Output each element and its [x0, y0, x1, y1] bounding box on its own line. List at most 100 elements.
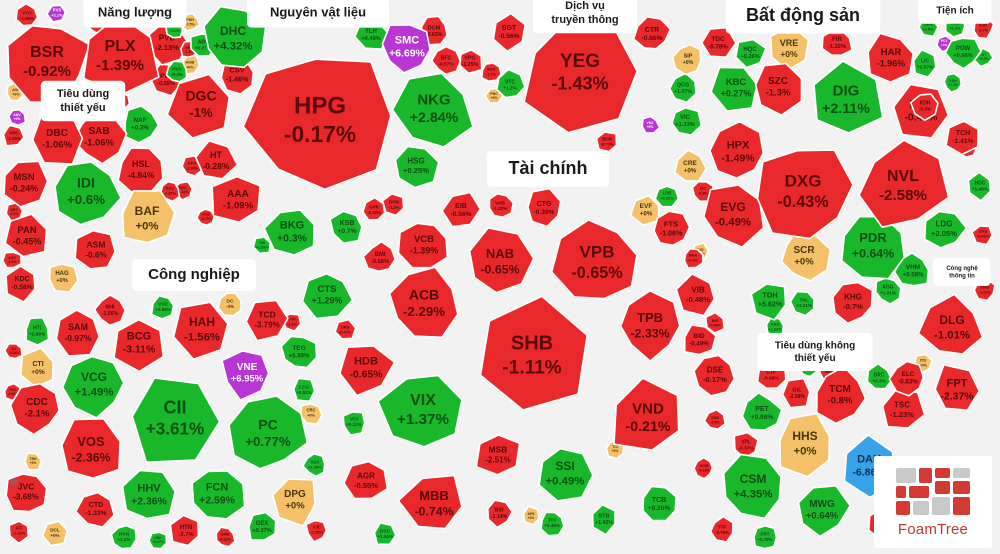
- stock-cell-shape[interactable]: [113, 318, 165, 373]
- stock-cell-shape[interactable]: [5, 265, 36, 303]
- stock-cell-shape[interactable]: [967, 171, 992, 202]
- stock-cell-shape[interactable]: [486, 499, 514, 529]
- stock-cell-shape[interactable]: [813, 60, 884, 134]
- stock-cell-shape[interactable]: [172, 301, 229, 361]
- stock-cell-shape[interactable]: [653, 210, 691, 247]
- stock-cell-shape[interactable]: [110, 524, 137, 550]
- stock-cell-shape[interactable]: [797, 484, 852, 538]
- stock-cell-shape[interactable]: [867, 32, 915, 83]
- stock-cell-shape[interactable]: [148, 531, 168, 550]
- stock-cell-shape[interactable]: [944, 37, 982, 70]
- stock-cell-shape[interactable]: [217, 292, 242, 317]
- stock-cell[interactable]: NHA-0.6%: [683, 247, 704, 269]
- stock-cell[interactable]: HTI+2.88%: [25, 316, 50, 346]
- stock-cell-shape[interactable]: [709, 515, 734, 543]
- stock-cell-shape[interactable]: [779, 412, 831, 478]
- stock-cell-shape[interactable]: [211, 175, 261, 223]
- stock-cell-shape[interactable]: [923, 210, 968, 249]
- stock-cell-shape[interactable]: [934, 363, 981, 412]
- stock-cell-shape[interactable]: [675, 273, 716, 317]
- stock-cell-shape[interactable]: [221, 350, 270, 401]
- stock-cell-shape[interactable]: [4, 213, 48, 258]
- stock-cell-shape[interactable]: [377, 374, 463, 448]
- stock-cell-shape[interactable]: [74, 491, 115, 528]
- stock-cell-shape[interactable]: [46, 4, 67, 23]
- stock-cell[interactable]: TCB+0.26%: [642, 485, 677, 522]
- stock-cell-shape[interactable]: [3, 160, 49, 208]
- stock-cell-shape[interactable]: [263, 209, 315, 256]
- stock-cell-shape[interactable]: [271, 478, 316, 527]
- stock-cell-shape[interactable]: [479, 295, 589, 411]
- stock-cell-shape[interactable]: [700, 26, 737, 59]
- stock-cell-shape[interactable]: [373, 522, 397, 546]
- stock-cell-shape[interactable]: [673, 149, 708, 182]
- stock-cell-shape[interactable]: [74, 229, 116, 270]
- stock-cell-shape[interactable]: [191, 470, 246, 520]
- stock-cell-shape[interactable]: [339, 345, 396, 397]
- stock-cell-shape[interactable]: [881, 389, 926, 429]
- stock-cell-shape[interactable]: [5, 473, 48, 513]
- stock-cell-shape[interactable]: [166, 73, 231, 139]
- stock-cell-shape[interactable]: [388, 266, 459, 339]
- stock-cell-shape[interactable]: [302, 452, 326, 478]
- stock-cell-shape[interactable]: [591, 503, 616, 536]
- stock-cell-shape[interactable]: [121, 190, 176, 244]
- stock-cell-shape[interactable]: [641, 115, 661, 134]
- stock-cell-shape[interactable]: [48, 263, 79, 293]
- stock-cell-shape[interactable]: [945, 120, 980, 156]
- stock-cell-shape[interactable]: [248, 511, 277, 541]
- stock-cell-shape[interactable]: [292, 377, 316, 403]
- stock-cell-shape[interactable]: [693, 354, 736, 397]
- stock-cell-shape[interactable]: [391, 72, 474, 148]
- stock-cell-shape[interactable]: [381, 192, 405, 217]
- stock-cell-shape[interactable]: [397, 222, 449, 269]
- stock-cell[interactable]: APS+0%: [522, 505, 540, 526]
- stock-cell-shape[interactable]: [704, 311, 726, 334]
- stock-cell-shape[interactable]: [169, 514, 200, 547]
- stock-cell-shape[interactable]: [15, 2, 39, 27]
- stock-cell-shape[interactable]: [683, 247, 704, 269]
- stock-cell-shape[interactable]: [8, 109, 27, 126]
- stock-cell[interactable]: CLL-0.19%: [3, 342, 24, 360]
- stock-cell-shape[interactable]: [93, 294, 127, 327]
- stock-cell-shape[interactable]: [60, 417, 121, 480]
- stock-cell-shape[interactable]: [131, 377, 221, 464]
- stock-cell-shape[interactable]: [280, 335, 318, 369]
- stock-cell-shape[interactable]: [25, 316, 50, 346]
- stock-cell[interactable]: FRT+0.79%: [753, 524, 778, 550]
- stock-cell-shape[interactable]: [756, 149, 854, 240]
- stock-cell-shape[interactable]: [632, 15, 672, 50]
- stock-cell-shape[interactable]: [475, 434, 521, 476]
- stock-cell-shape[interactable]: [781, 377, 811, 409]
- stock-cell-shape[interactable]: [693, 456, 714, 480]
- stock-cell-shape[interactable]: [671, 107, 703, 136]
- stock-cell-shape[interactable]: [619, 289, 681, 362]
- stock-cell-shape[interactable]: [642, 485, 677, 522]
- stock-cell-shape[interactable]: [683, 324, 717, 356]
- stock-cell-shape[interactable]: [343, 460, 389, 500]
- stock-cell-shape[interactable]: [753, 524, 778, 550]
- stock-cell-shape[interactable]: [342, 411, 366, 436]
- stock-cell-shape[interactable]: [527, 187, 562, 228]
- stock-cell-shape[interactable]: [540, 511, 565, 537]
- stock-cell-shape[interactable]: [909, 93, 939, 121]
- stock-cell[interactable]: ORK+0.27%: [148, 531, 168, 550]
- stock-cell-shape[interactable]: [613, 377, 680, 451]
- stock-cell-shape[interactable]: [61, 355, 125, 419]
- stock-cell-shape[interactable]: [722, 453, 782, 520]
- stock-cell-shape[interactable]: [734, 38, 767, 69]
- stock-cell-shape[interactable]: [943, 72, 963, 94]
- stock-cell-shape[interactable]: [441, 191, 482, 228]
- stock-cell-shape[interactable]: [165, 60, 188, 83]
- stock-cell-shape[interactable]: [550, 219, 638, 300]
- stock-cell-shape[interactable]: [671, 43, 702, 76]
- stock-cell-shape[interactable]: [397, 474, 463, 530]
- stock-cell-shape[interactable]: [917, 293, 984, 355]
- stock-cell-shape[interactable]: [750, 283, 787, 321]
- stock-cell-shape[interactable]: [9, 382, 61, 436]
- stock-cell-shape[interactable]: [121, 469, 176, 520]
- stock-cell-shape[interactable]: [394, 145, 440, 189]
- stock-cell-shape[interactable]: [595, 131, 618, 153]
- stock-cell-shape[interactable]: [789, 290, 815, 317]
